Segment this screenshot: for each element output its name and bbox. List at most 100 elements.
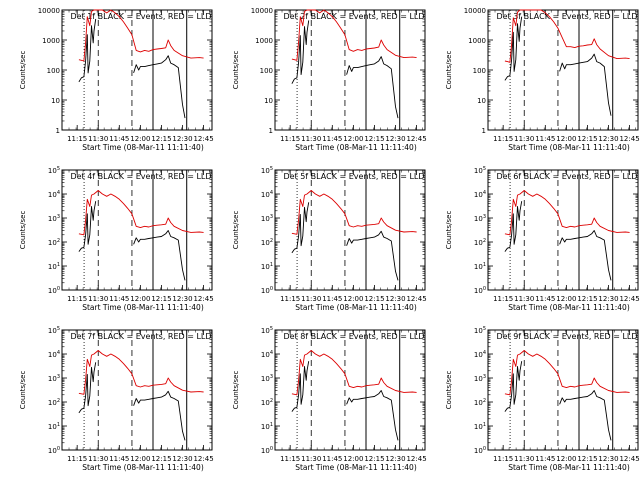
series-lld-line [504, 190, 630, 236]
y-axis-label: Counts/sec [445, 211, 453, 250]
series-lld-line [78, 9, 204, 62]
x-tick-label: 12:45 [193, 455, 213, 463]
panel-det-9: Det 9f BLACK = Events, RED = LLD 100 101 10… [445, 326, 640, 472]
series-events-line [78, 201, 186, 281]
y-tick-label: 100 [47, 67, 60, 75]
y-axis-label: Counts/sec [232, 211, 240, 250]
plot-frame [61, 329, 213, 451]
panel-det-5: Det 5f BLACK = Events, RED = LLD 100 101 10… [232, 166, 427, 312]
y-tick-label: 103 [261, 374, 273, 383]
x-tick-label: 11:30 [301, 455, 321, 463]
x-tick-label: 11:15 [493, 455, 513, 463]
y-tick-label: 101 [48, 422, 60, 431]
panel-det-6: Det 6f BLACK = Events, RED = LLD 100 101 10… [445, 166, 640, 312]
x-tick-label: 11:15 [280, 135, 300, 143]
chart-title: Det 1f BLACK = Events, RED = LLD [70, 12, 211, 21]
panel-det-4: Det 4f BLACK = Events, RED = LLD 100 101 10… [19, 166, 214, 312]
y-tick-label: 100 [48, 446, 60, 455]
y-axis-label: Counts/sec [232, 51, 240, 90]
x-tick-label: 11:45 [322, 455, 342, 463]
x-tick-label: 12:15 [577, 295, 597, 303]
plot-frame [274, 169, 426, 291]
x-axis-label: Start Time (08-Mar-11 11:11:40) [508, 143, 630, 152]
x-axis-label: Start Time (08-Mar-11 11:11:40) [508, 463, 630, 472]
plot-frame [487, 329, 639, 451]
y-axis-label: Counts/sec [445, 51, 453, 90]
y-tick-label: 104 [48, 350, 60, 359]
y-tick-label: 103 [474, 214, 486, 223]
y-tick-label: 10000 [464, 7, 486, 15]
y-tick-label: 105 [48, 326, 60, 335]
y-tick-label: 1 [269, 127, 273, 135]
y-tick-label: 100 [474, 446, 486, 455]
y-tick-label: 105 [261, 326, 273, 335]
x-tick-label: 12:45 [193, 135, 213, 143]
x-tick-label: 12:45 [193, 295, 213, 303]
x-tick-label: 12:00 [556, 455, 576, 463]
series-events-line [291, 361, 399, 441]
y-tick-label: 101 [474, 262, 486, 271]
x-tick-label: 11:45 [535, 455, 555, 463]
x-tick-label: 11:30 [88, 135, 108, 143]
x-tick-label: 11:45 [109, 455, 129, 463]
y-tick-label: 104 [474, 190, 486, 199]
x-tick-label: 12:15 [364, 295, 384, 303]
y-axis-label: Counts/sec [232, 371, 240, 410]
y-tick-label: 102 [48, 238, 60, 247]
y-tick-label: 101 [48, 262, 60, 271]
y-axis-label: Counts/sec [19, 211, 27, 250]
x-tick-label: 12:15 [364, 135, 384, 143]
chart-title: Det 7f BLACK = Events, RED = LLD [70, 332, 211, 341]
chart-title: Det 8f BLACK = Events, RED = LLD [283, 332, 424, 341]
x-tick-label: 12:15 [151, 135, 171, 143]
y-tick-label: 10000 [251, 7, 273, 15]
x-axis-label: Start Time (08-Mar-11 11:11:40) [82, 463, 204, 472]
x-axis-label: Start Time (08-Mar-11 11:11:40) [508, 303, 630, 312]
x-tick-label: 12:15 [577, 455, 597, 463]
chart-title: Det 5f BLACK = Events, RED = LLD [283, 172, 424, 181]
series-events-line [291, 202, 399, 281]
x-tick-label: 11:30 [88, 295, 108, 303]
series-lld-line [504, 350, 630, 396]
x-tick-label: 12:00 [343, 295, 363, 303]
series-events-line [78, 18, 186, 119]
y-axis-label: Counts/sec [19, 371, 27, 410]
panel-det-2: Det 2f BLACK = Events, RED = LLD 1 10 100 10… [232, 7, 427, 152]
y-tick-label: 100 [48, 286, 60, 295]
x-tick-label: 12:30 [385, 135, 405, 143]
x-tick-label: 12:00 [556, 135, 576, 143]
y-tick-label: 10000 [38, 7, 60, 15]
x-tick-label: 12:45 [619, 455, 639, 463]
x-tick-label: 11:45 [535, 295, 555, 303]
x-tick-label: 12:30 [172, 455, 192, 463]
x-tick-label: 12:00 [343, 135, 363, 143]
y-tick-label: 103 [48, 374, 60, 383]
x-tick-label: 11:45 [322, 295, 342, 303]
x-tick-label: 11:45 [322, 135, 342, 143]
y-tick-label: 100 [474, 286, 486, 295]
y-tick-label: 10 [264, 97, 273, 105]
x-tick-label: 11:15 [67, 135, 87, 143]
x-tick-label: 12:45 [406, 455, 426, 463]
y-tick-label: 103 [474, 374, 486, 383]
y-tick-label: 103 [48, 214, 60, 223]
y-tick-label: 1000 [42, 37, 60, 45]
y-tick-label: 104 [261, 350, 273, 359]
x-tick-label: 11:15 [280, 455, 300, 463]
series-events-line [78, 362, 186, 441]
series-events-line [504, 361, 612, 441]
y-axis-label: Counts/sec [19, 51, 27, 90]
x-tick-label: 12:00 [343, 455, 363, 463]
y-tick-label: 102 [261, 398, 273, 407]
x-tick-label: 12:00 [556, 295, 576, 303]
y-tick-label: 100 [473, 67, 486, 75]
x-tick-label: 12:15 [151, 295, 171, 303]
y-tick-label: 102 [474, 398, 486, 407]
plot-frame [274, 329, 426, 451]
x-tick-label: 12:30 [598, 135, 618, 143]
chart-title: Det 4f BLACK = Events, RED = LLD [70, 172, 211, 181]
y-tick-label: 10 [477, 97, 486, 105]
y-tick-label: 104 [261, 190, 273, 199]
y-tick-label: 105 [474, 166, 486, 175]
